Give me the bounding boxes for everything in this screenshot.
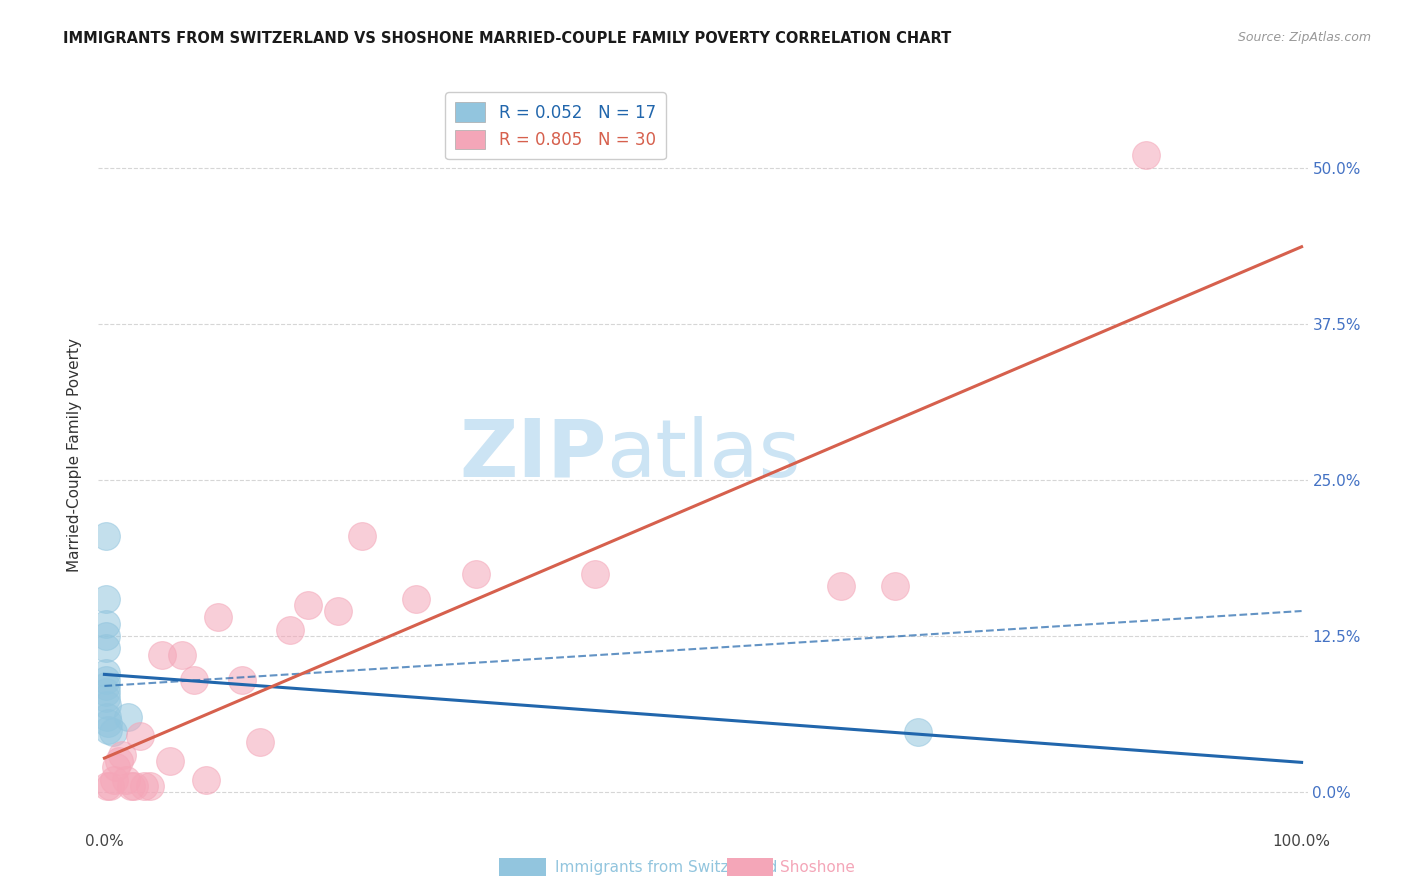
Point bbox=[97, 723, 120, 737]
Text: Shoshone: Shoshone bbox=[780, 860, 855, 874]
Point bbox=[132, 779, 155, 793]
Point bbox=[231, 673, 253, 687]
Point bbox=[150, 648, 173, 662]
Point bbox=[405, 591, 427, 606]
Point bbox=[94, 616, 117, 631]
Point bbox=[96, 698, 118, 712]
Point bbox=[117, 710, 139, 724]
Text: atlas: atlas bbox=[606, 416, 800, 494]
Point bbox=[120, 779, 142, 793]
Point bbox=[94, 691, 117, 706]
Point bbox=[129, 729, 152, 743]
Point bbox=[207, 610, 229, 624]
Point bbox=[94, 679, 117, 693]
Text: Immigrants from Switzerland: Immigrants from Switzerland bbox=[555, 860, 778, 874]
Point bbox=[830, 579, 852, 593]
Point bbox=[297, 598, 319, 612]
Point bbox=[124, 779, 146, 793]
Point bbox=[583, 566, 606, 581]
Point bbox=[100, 779, 122, 793]
Point bbox=[111, 747, 134, 762]
Point bbox=[94, 629, 117, 643]
Point bbox=[278, 623, 301, 637]
Y-axis label: Married-Couple Family Poverty: Married-Couple Family Poverty bbox=[67, 338, 83, 572]
Point bbox=[249, 735, 271, 749]
Point bbox=[101, 725, 124, 739]
Point bbox=[883, 579, 905, 593]
Text: IMMIGRANTS FROM SWITZERLAND VS SHOSHONE MARRIED-COUPLE FAMILY POVERTY CORRELATIO: IMMIGRANTS FROM SWITZERLAND VS SHOSHONE … bbox=[63, 31, 952, 46]
Point bbox=[183, 673, 205, 687]
Point bbox=[94, 666, 117, 681]
Point bbox=[464, 566, 486, 581]
Point bbox=[159, 754, 181, 768]
Point bbox=[94, 641, 117, 656]
Point bbox=[139, 779, 162, 793]
Point bbox=[195, 772, 218, 787]
Point bbox=[103, 772, 125, 787]
Point bbox=[326, 604, 349, 618]
Point bbox=[97, 716, 120, 731]
Legend: R = 0.052   N = 17, R = 0.805   N = 30: R = 0.052 N = 17, R = 0.805 N = 30 bbox=[446, 93, 666, 159]
Point bbox=[907, 725, 929, 739]
Point bbox=[1135, 148, 1157, 162]
Point bbox=[94, 591, 117, 606]
Point bbox=[96, 710, 118, 724]
Point bbox=[96, 779, 118, 793]
Text: ZIP: ZIP bbox=[458, 416, 606, 494]
Point bbox=[94, 673, 117, 687]
Point bbox=[172, 648, 194, 662]
Point bbox=[94, 685, 117, 699]
Point bbox=[107, 754, 129, 768]
Point bbox=[94, 529, 117, 543]
Point bbox=[115, 772, 138, 787]
Point bbox=[105, 760, 128, 774]
Point bbox=[350, 529, 373, 543]
Text: Source: ZipAtlas.com: Source: ZipAtlas.com bbox=[1237, 31, 1371, 45]
